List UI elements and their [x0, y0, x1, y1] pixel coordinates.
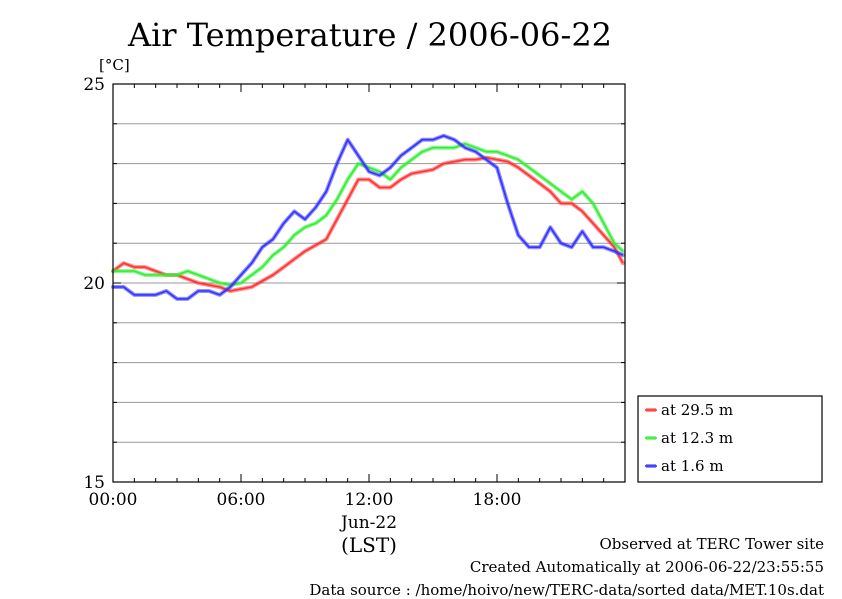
series-line-1: [113, 142, 624, 286]
series-line-0: [112, 156, 624, 292]
series-line-2: [113, 134, 624, 300]
series-halo-2: [111, 133, 625, 301]
legend-label: at 1.6 m: [661, 457, 724, 475]
legend-box: [637, 395, 823, 483]
series-halo-1: [111, 141, 625, 287]
ticks-layer: 00:00 06:00 12:00 18:00 15 20 25: [83, 75, 626, 510]
x-tick-label: 18:00: [473, 490, 522, 510]
y-tick-label: 25: [83, 75, 105, 95]
chart-title: Air Temperature / 2006-06-22: [127, 16, 612, 54]
y-tick-label: 15: [83, 473, 105, 493]
footer-created: Created Automatically at 2006-06-22/23:5…: [469, 558, 824, 576]
footer-source: Data source : /home/hoivo/new/TERC-data/…: [309, 581, 824, 599]
x-axis-date-label: Jun-22: [339, 513, 397, 533]
x-tick-label: 06:00: [217, 490, 266, 510]
y-tick-label: 20: [83, 274, 105, 294]
legend-items: at 29.5 m at 12.3 m at 1.6 m: [645, 401, 733, 475]
y-axis-label: [°C]: [99, 56, 130, 74]
legend: at 29.5 m at 12.3 m at 1.6 m: [637, 395, 823, 483]
legend-label: at 12.3 m: [661, 429, 733, 447]
x-axis-label: (LST): [341, 533, 397, 557]
footer-site: Observed at TERC Tower site: [599, 535, 824, 553]
series-layer: [111, 133, 625, 301]
x-tick-label: 00:00: [89, 490, 138, 510]
legend-label: at 29.5 m: [661, 401, 733, 419]
x-tick-label: 12:00: [345, 490, 394, 510]
